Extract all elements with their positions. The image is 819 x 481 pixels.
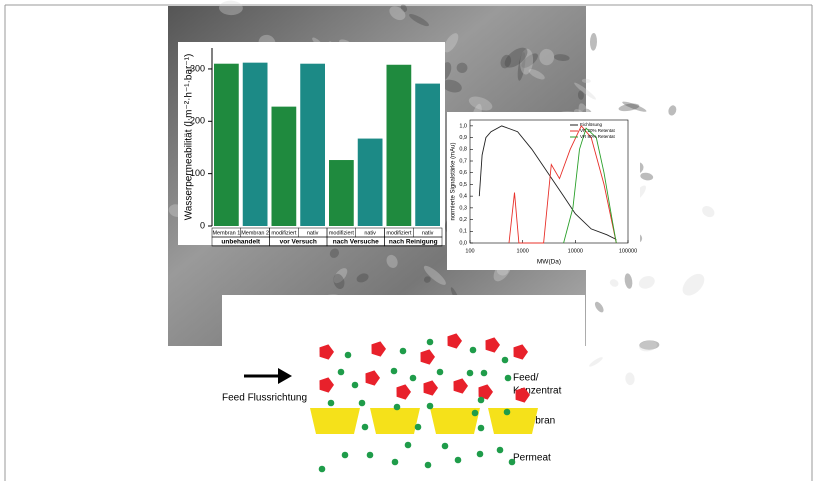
solute-small [415, 424, 422, 431]
solute-small [427, 339, 434, 346]
solute-small [455, 457, 462, 464]
solute-small [505, 375, 512, 382]
sem-grain [609, 278, 620, 288]
x-tick-label: modifiziert [271, 230, 297, 236]
bar [243, 63, 268, 226]
y-tick-label: 0,0 [459, 240, 467, 246]
solute-small [470, 347, 477, 354]
group-label: nach Reinigung [389, 239, 438, 246]
solute-small [504, 409, 511, 416]
y-tick-label: 1,0 [459, 123, 467, 129]
y-tick-label: 0,5 [459, 182, 467, 188]
y-tick-label: 0,9 [459, 135, 467, 141]
sem-grain [667, 104, 678, 116]
x-tick-label: Membran 1 [212, 230, 240, 236]
sem-grain [625, 372, 636, 386]
y-tick-label: 0,2 [459, 217, 467, 223]
solute-small [497, 447, 504, 454]
y-axis-label: Wasserpermeabilität (l·m⁻²·h⁻¹·bar⁻¹) [184, 54, 195, 221]
solute-small [391, 368, 398, 375]
solute-small [467, 370, 474, 377]
solute-small [472, 410, 479, 417]
y-tick-label: 0,8 [459, 147, 467, 153]
bar [272, 107, 297, 226]
x-tick-label: nativ [422, 230, 434, 236]
solute-small [437, 369, 444, 376]
solute-small [342, 452, 349, 459]
y-tick-label: 0,7 [459, 158, 467, 164]
solute-small [405, 442, 412, 449]
feed-label: Feed/ [513, 373, 539, 384]
x-tick-label: nativ [364, 230, 376, 236]
x-tick-label: 100000 [619, 248, 637, 254]
x-tick-label: 100 [465, 248, 474, 254]
group-label: nach Versuche [333, 239, 379, 246]
solute-small [425, 462, 432, 469]
y-tick-label: 0,4 [459, 194, 467, 200]
solute-small [481, 370, 488, 377]
solute-small [502, 357, 509, 364]
solute-small [352, 382, 359, 389]
bar [300, 64, 325, 226]
sem-grain [679, 270, 709, 300]
solute-small [338, 369, 345, 376]
solute-small [359, 400, 366, 407]
bar [329, 160, 354, 226]
sem-grain [640, 172, 654, 182]
sem-grain [637, 274, 657, 291]
y-tick-label: 0,1 [459, 229, 467, 235]
bar [214, 64, 239, 226]
group-label: unbehandelt [221, 239, 260, 246]
x-axis-label: MW(Da) [537, 259, 561, 266]
solute-small [477, 451, 484, 458]
sem-grain [700, 204, 717, 220]
solute-small [392, 459, 399, 466]
legend-label: VR 80% Retentat [580, 134, 616, 139]
solute-small [427, 403, 434, 410]
membrane-pore [488, 408, 538, 434]
y-tick-label: 0,3 [459, 205, 467, 211]
figure: 0100200300Wasserpermeabilität (l·m⁻²·h⁻¹… [0, 0, 819, 481]
solute-small [509, 459, 516, 466]
bar [358, 139, 383, 226]
bar [415, 84, 440, 226]
solute-small [400, 348, 407, 355]
solute-small [442, 443, 449, 450]
membrane-pore [310, 408, 360, 434]
solute-small [319, 466, 326, 473]
solute-small [367, 452, 374, 459]
solute-small [410, 375, 417, 382]
sem-grain [590, 33, 598, 51]
x-tick-label: nativ [307, 230, 319, 236]
solute-small [328, 400, 335, 407]
solute-small [345, 352, 352, 359]
solute-small [478, 425, 485, 432]
y-tick-label: 0,6 [459, 170, 467, 176]
flow-label: Feed Flussrichtung [222, 393, 307, 404]
legend-label: Eichlösung [580, 122, 603, 127]
membrane-pore [370, 408, 420, 434]
x-tick-label: 1000 [517, 248, 529, 254]
permeate-label: Permeat [513, 453, 551, 464]
solute-small [394, 404, 401, 411]
x-tick-label: modifiziert [386, 230, 412, 236]
y-axis-label: normierte Signalstärke (mAu) [451, 142, 457, 220]
solute-small [362, 424, 369, 431]
bar [387, 65, 412, 226]
sem-grain [593, 300, 605, 313]
solute-small [478, 397, 485, 404]
y-tick-label: 0 [200, 220, 205, 230]
x-tick-label: Membran 2 [241, 230, 269, 236]
sem-grain [588, 356, 604, 368]
sem-grain [624, 273, 634, 290]
x-tick-label: modifiziert [329, 230, 355, 236]
group-label: vor Versuch [280, 239, 317, 246]
x-tick-label: 10000 [568, 248, 583, 254]
